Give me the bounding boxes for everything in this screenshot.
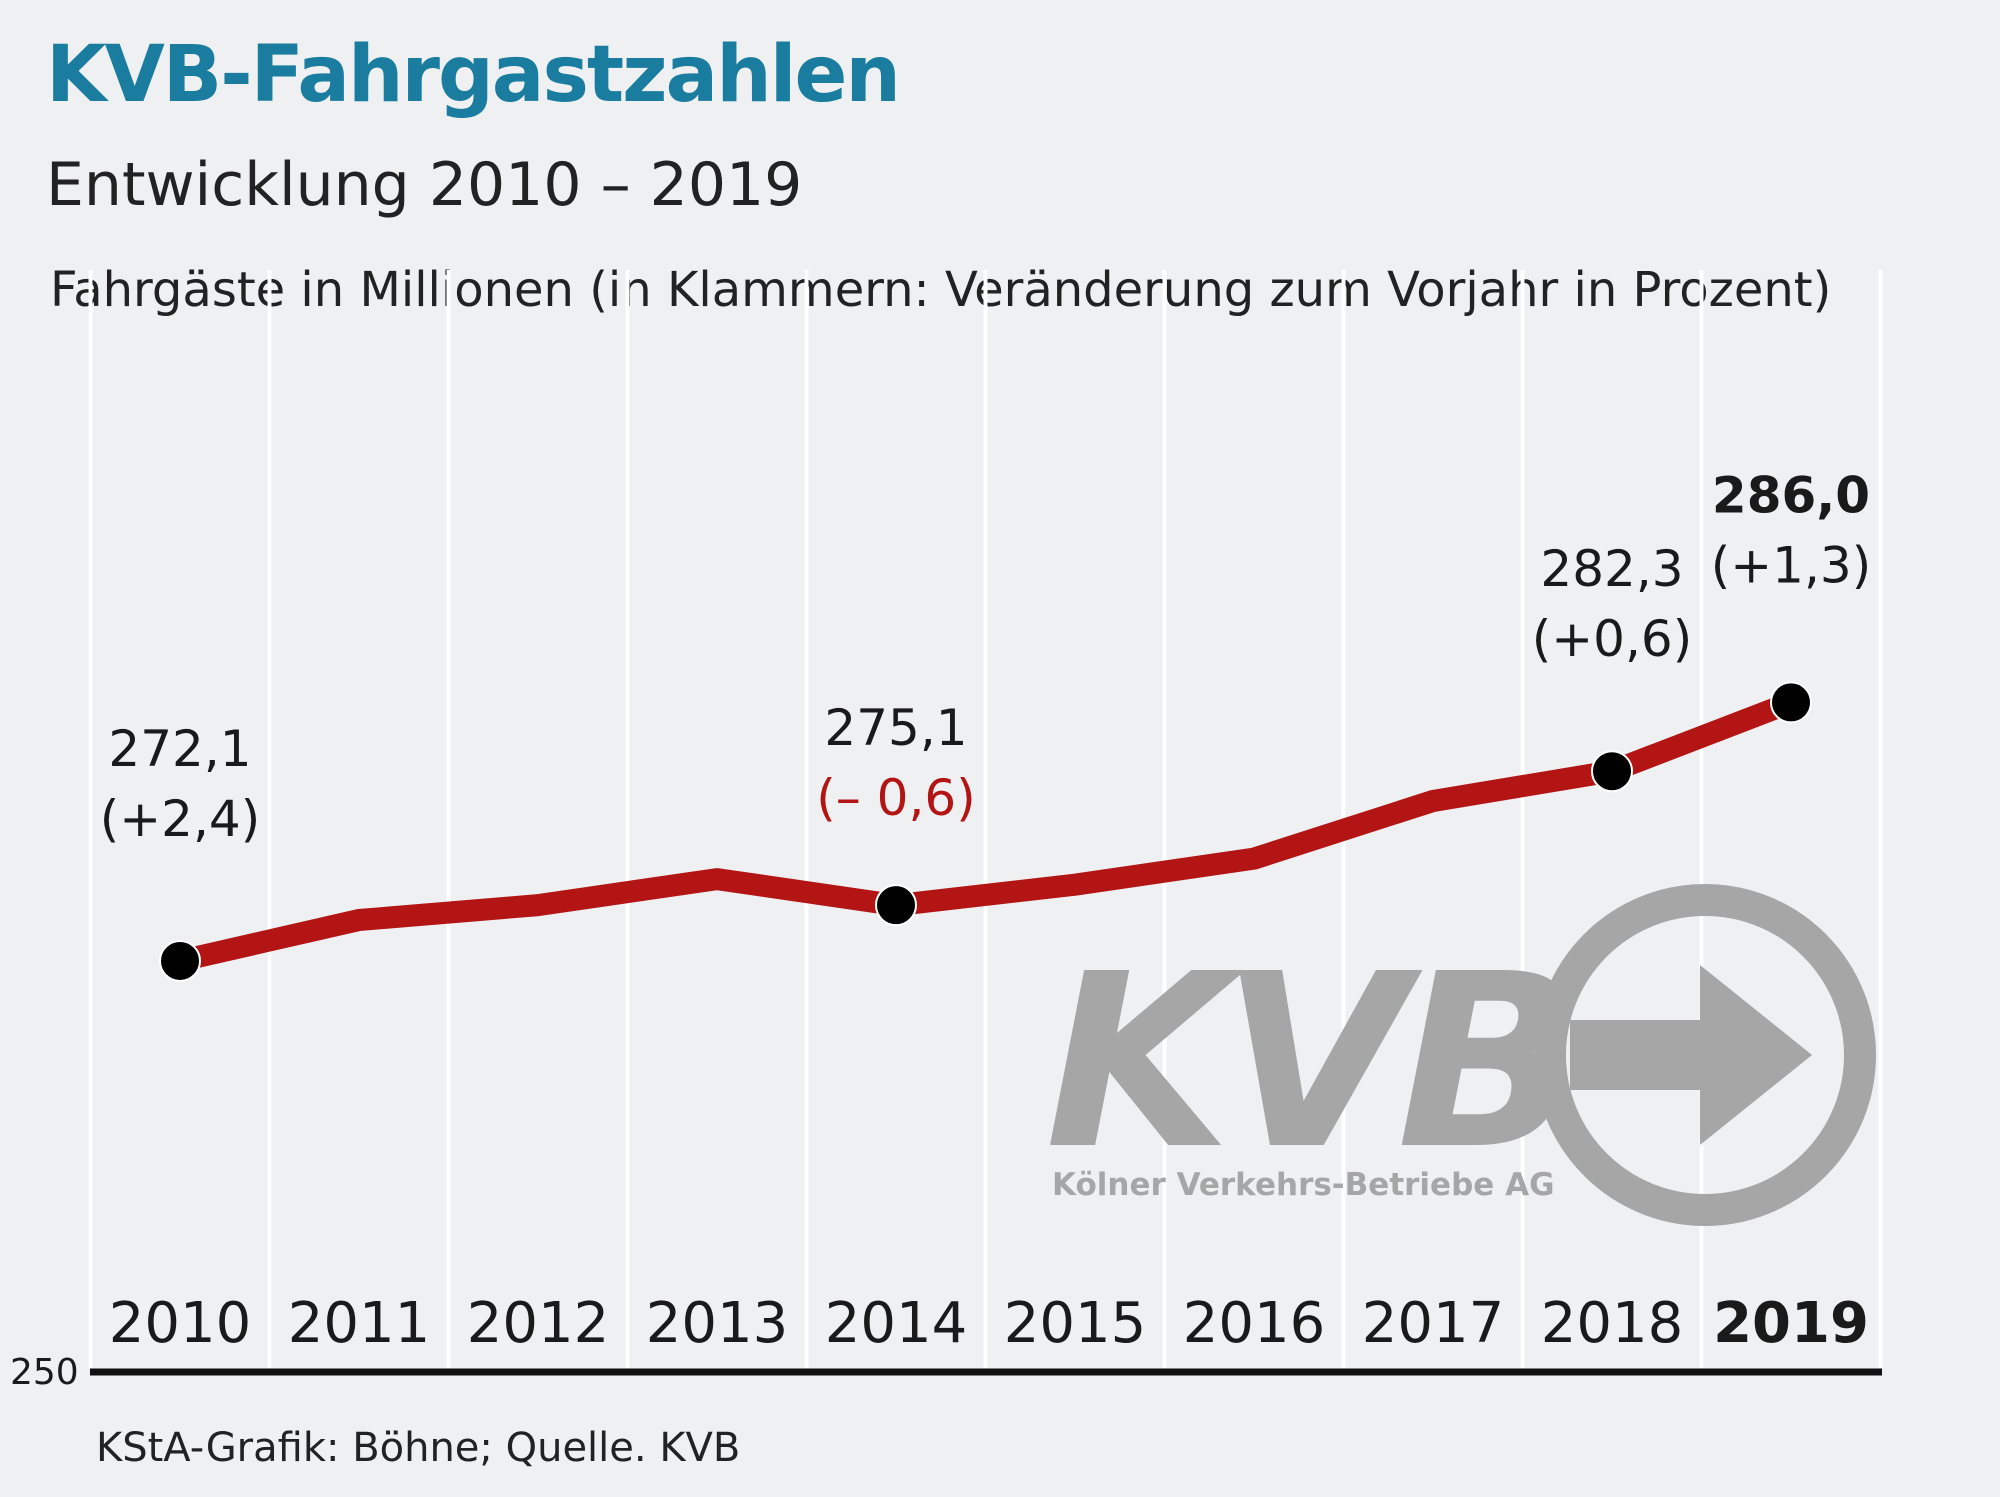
x-tick-label: 2016 (1183, 1291, 1326, 1356)
kvb-logo-tagline: Kölner Verkehrs-Betriebe AG (1052, 1167, 1555, 1203)
logo-arrow-icon (1570, 965, 1812, 1145)
x-tick-label: 2015 (1004, 1291, 1147, 1356)
series-line (169, 691, 1802, 972)
point-marker (159, 939, 201, 982)
x-tick-label: 2018 (1541, 1291, 1684, 1356)
chart-title: KVB-Fahrgastzahlen (46, 30, 901, 120)
point-marker (875, 884, 917, 927)
data-label-value: 286,0 (1712, 466, 1870, 524)
x-tick-label: 2013 (646, 1291, 789, 1356)
data-label-change: (– 0,6) (816, 769, 975, 827)
chart-subtitle: Entwicklung 2010 – 2019 (46, 150, 803, 220)
x-tick-label: 2010 (109, 1291, 252, 1356)
kvb-logo-letters: KVB (1045, 922, 1570, 1202)
data-label-value: 272,1 (108, 720, 251, 778)
data-label-change: (+2,4) (100, 790, 260, 848)
data-labels: 272,1 (+2,4) 275,1 (– 0,6) 282,3 (+0,6) 286,0 (… (100, 466, 1871, 848)
x-tick-label: 2012 (467, 1291, 610, 1356)
x-tick-label: 2011 (288, 1291, 431, 1356)
data-label-change: (+1,3) (1711, 536, 1871, 594)
kvb-logo: KVB Kölner Verkehrs-Betriebe AG (1045, 884, 1876, 1226)
unit-note: Fahrgäste in Millionen (in Klammern: Ver… (50, 262, 1832, 318)
x-axis-tick-labels: 2010 2011 2012 2013 2014 2015 2016 2017 2018 2019 (109, 1291, 1869, 1356)
y-axis-min-label: 250 (10, 1352, 79, 1393)
x-tick-label: 2017 (1362, 1291, 1505, 1356)
point-markers (159, 681, 1812, 982)
grid-lines (88, 270, 1883, 1368)
data-label-value: 282,3 (1540, 540, 1683, 598)
data-label-change: (+0,6) (1532, 610, 1692, 668)
data-label-value: 275,1 (824, 699, 967, 757)
point-marker (1591, 750, 1633, 793)
series-line-path (169, 691, 1802, 972)
point-marker (1770, 681, 1812, 724)
x-tick-label: 2014 (825, 1291, 968, 1356)
x-tick-label: 2019 (1713, 1291, 1869, 1356)
logo-ring-icon (1534, 884, 1876, 1226)
source-note: KStA-Grafik: Böhne; Quelle. KVB (96, 1425, 741, 1471)
